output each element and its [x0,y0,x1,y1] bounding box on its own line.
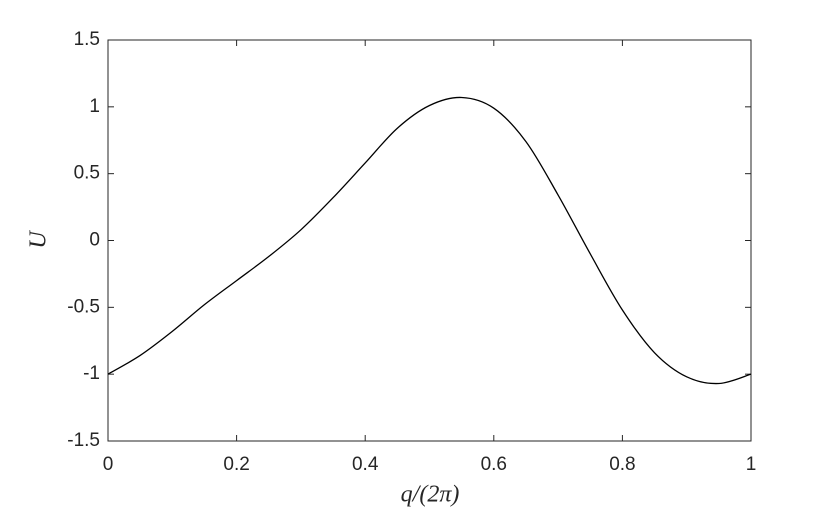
y-tick-label: 0.5 [74,163,100,184]
y-tick-label: 0 [89,230,100,251]
data-line [107,96,752,385]
x-tick-label: 0.6 [481,454,507,475]
x-tick-label: 1 [746,454,757,475]
y-tick-label: -0.5 [67,296,100,317]
y-tick-label: 1.5 [74,29,100,50]
y-axis-label: U [26,230,52,249]
y-tick-label: -1.5 [67,430,100,451]
x-axis-label: q/(2π) [401,482,460,508]
x-tick-label: 0.2 [223,454,249,475]
x-tick-label: 0 [103,454,114,475]
x-tick-label: 0.8 [609,454,635,475]
plot-frame [107,39,752,442]
x-tick-label: 0.4 [352,454,379,475]
y-tick-label: -1 [83,363,100,384]
y-tick-label: 1 [89,96,100,117]
